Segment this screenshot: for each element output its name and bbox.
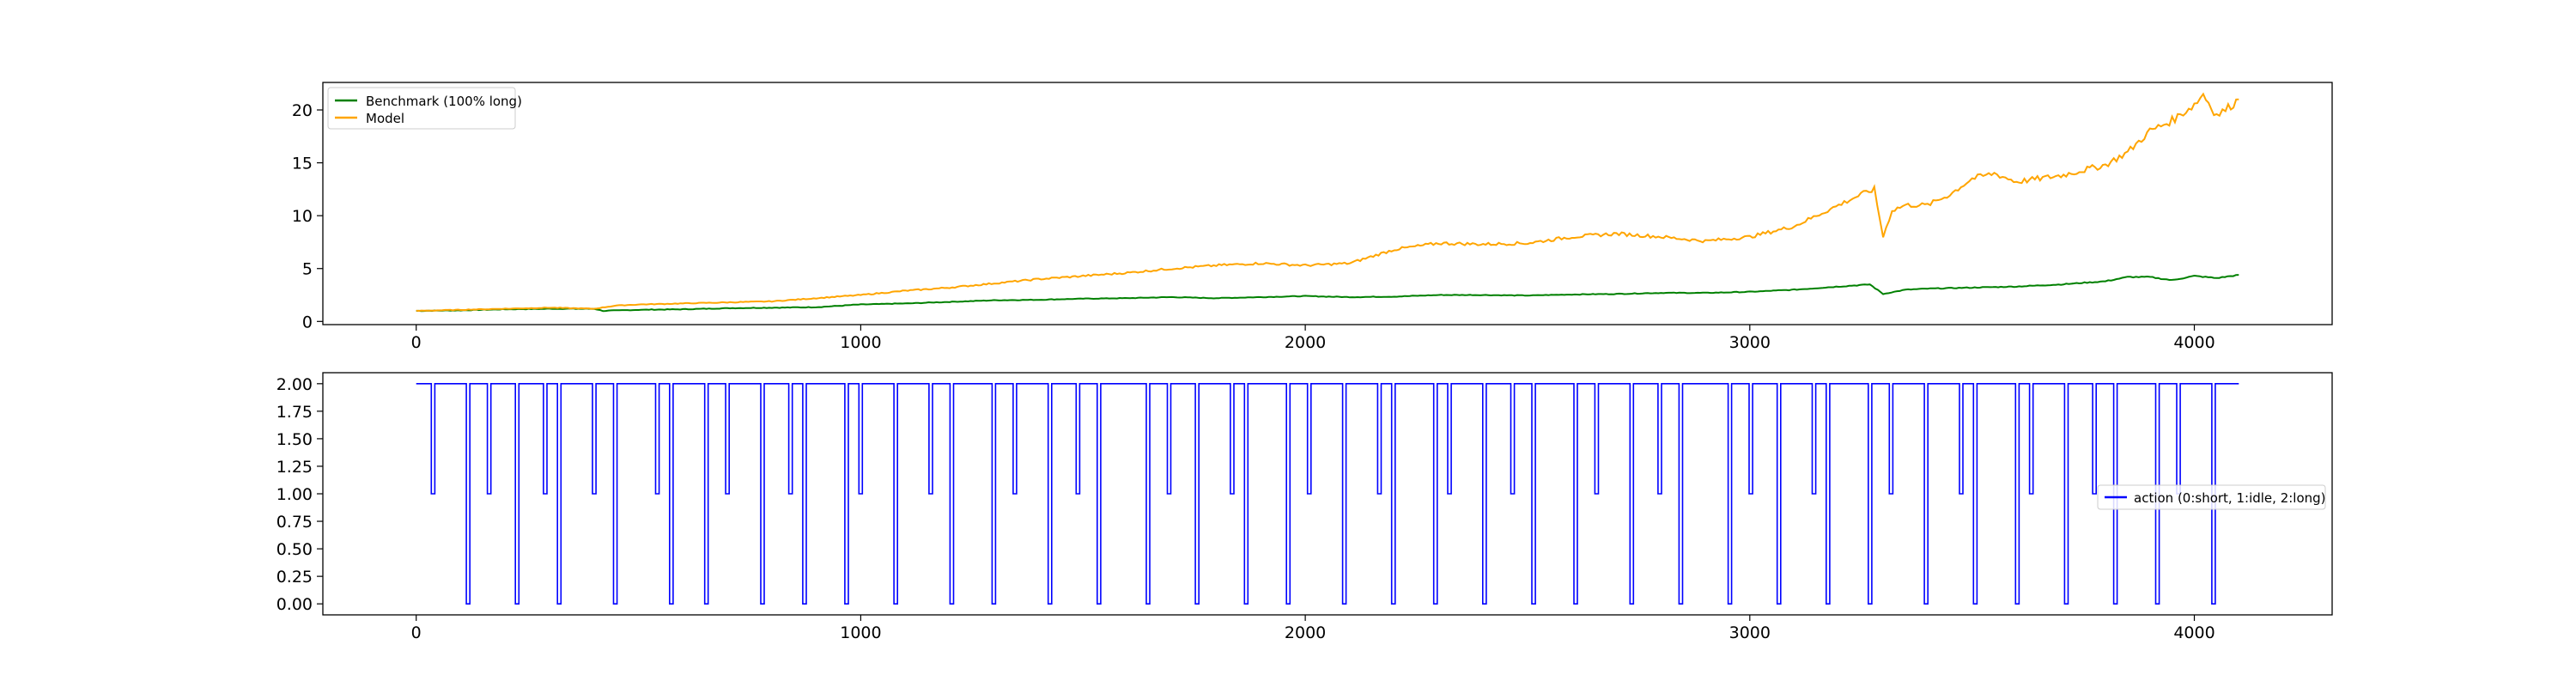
performance-legend: Benchmark (100% long) Model (327, 87, 522, 130)
action-y-ticks: 0.00 0.25 0.50 0.75 1.00 1.25 1.50 1.75 2.00 (276, 375, 323, 614)
performance-axes: 0 1000 2000 3000 4000 0 5 10 15 20 Benchmark (10… (292, 82, 2333, 352)
action-y-tick-label: 1.00 (276, 485, 313, 504)
action-axes: 0 1000 2000 3000 4000 0.00 0.25 0.50 0.75 1.00 1.… (276, 372, 2333, 642)
performance-axes-frame (322, 82, 2333, 325)
performance-x-tick-label: 1000 (840, 333, 881, 352)
series-line-model (416, 92, 2239, 313)
performance-y-tick-label: 10 (292, 207, 313, 226)
action-x-tick-label: 0 (411, 623, 422, 642)
performance-x-tick-label: 0 (411, 333, 422, 352)
performance-y-tick-label: 5 (302, 260, 313, 279)
performance-x-tick-label: 4000 (2173, 333, 2215, 352)
action-plot-area (416, 382, 2239, 605)
legend-label-benchmark: Benchmark (100% long) (366, 94, 522, 109)
action-legend: action (0:short, 1:idle, 2:long) (2097, 484, 2326, 510)
action-y-tick-label: 1.50 (276, 430, 313, 449)
performance-x-ticks: 0 1000 2000 3000 4000 (411, 325, 2215, 352)
action-legend-box (2097, 484, 2326, 510)
series-line-benchmark (416, 274, 2239, 313)
action-x-ticks: 0 1000 2000 3000 4000 (411, 615, 2215, 642)
performance-x-tick-label: 2000 (1285, 333, 1326, 352)
action-y-tick-label: 1.25 (276, 458, 313, 477)
series-line-action (416, 382, 2239, 605)
action-x-tick-label: 2000 (1285, 623, 1326, 642)
performance-y-tick-label: 20 (292, 101, 313, 120)
action-y-tick-label: 0.50 (276, 540, 313, 559)
action-y-tick-label: 0.75 (276, 513, 313, 532)
performance-y-tick-label: 15 (292, 155, 313, 173)
performance-y-tick-label: 0 (302, 313, 313, 331)
performance-plot-area (416, 92, 2239, 313)
legend-label-model: Model (366, 111, 404, 126)
action-y-tick-label: 1.75 (276, 403, 313, 422)
action-y-tick-label: 2.00 (276, 375, 313, 394)
legend-label-action: action (0:short, 1:idle, 2:long) (2134, 490, 2326, 506)
action-x-tick-label: 1000 (840, 623, 881, 642)
performance-x-tick-label: 3000 (1729, 333, 1771, 352)
action-y-tick-label: 0.00 (276, 595, 313, 614)
action-x-tick-label: 3000 (1729, 623, 1771, 642)
performance-y-ticks: 0 5 10 15 20 (292, 101, 323, 331)
performance-legend-box (327, 87, 516, 130)
action-x-tick-label: 4000 (2173, 623, 2215, 642)
action-y-tick-label: 0.25 (276, 568, 313, 587)
